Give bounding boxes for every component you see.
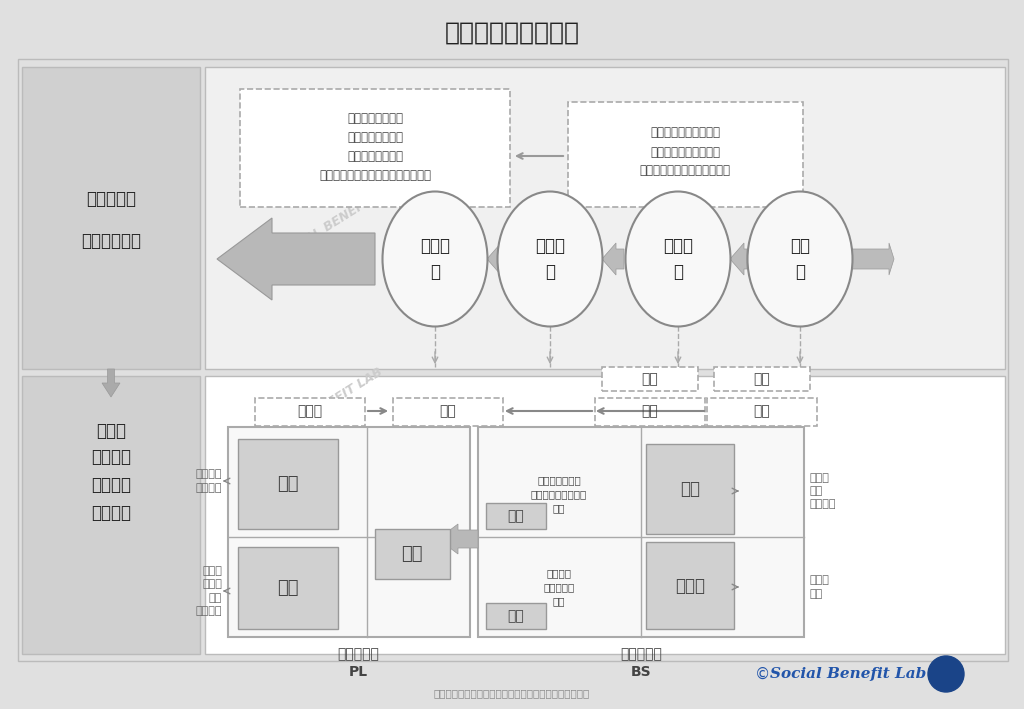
Text: 貸す
人: 貸す 人 [790,237,810,281]
Text: 資金の: 資金の [96,422,126,440]
Text: 貸借対照表
BS: 貸借対照表 BS [621,647,662,679]
Text: 顧客: 顧客 [439,404,457,418]
Text: 収益: 収益 [401,545,423,563]
Text: 支払う
人: 支払う 人 [535,237,565,281]
FancyBboxPatch shape [602,367,698,391]
FancyBboxPatch shape [240,89,510,207]
FancyBboxPatch shape [22,67,200,369]
FancyBboxPatch shape [486,503,546,529]
Text: 利益: 利益 [278,475,299,493]
Text: 製造設備
土地・建物
など: 製造設備 土地・建物 など [544,568,574,606]
FancyBboxPatch shape [486,603,546,629]
FancyBboxPatch shape [22,376,200,654]
FancyArrow shape [217,218,375,300]
FancyBboxPatch shape [646,444,734,534]
Text: SOCIAL BENEFIT LAB: SOCIAL BENEFIT LAB [274,175,406,263]
Text: 仕入先
従業員
銀行
社債権者: 仕入先 従業員 銀行 社債権者 [196,566,222,616]
FancyArrow shape [602,243,624,275]
FancyBboxPatch shape [238,547,338,629]
FancyBboxPatch shape [205,67,1005,369]
Text: 受取る
人: 受取る 人 [420,237,450,281]
Text: 事業を始めるために、
お金を貸してもらい、
借りたお金で商品を創ります: 事業を始めるために、 お金を貸してもらい、 借りたお金で商品を創ります [640,126,730,177]
Text: 「右から左」: 「右から左」 [81,232,141,250]
FancyBboxPatch shape [255,398,365,426]
Text: 貸方: 貸方 [754,372,770,386]
FancyBboxPatch shape [478,427,804,637]
FancyBboxPatch shape [714,367,810,391]
FancyArrow shape [102,369,120,397]
Text: 資産: 資産 [508,509,524,523]
Text: 仕入先
銀行
社債権者: 仕入先 銀行 社債権者 [809,473,836,509]
Text: 資産: 資産 [508,609,524,623]
Text: 損益計算書
PL: 損益計算書 PL [337,647,379,679]
FancyBboxPatch shape [393,398,503,426]
FancyBboxPatch shape [205,376,1005,654]
FancyBboxPatch shape [18,59,1008,661]
Text: 費用: 費用 [278,579,299,597]
Text: 経営者
株主: 経営者 株主 [809,576,828,598]
FancyBboxPatch shape [646,542,734,629]
Text: 純資産: 純資産 [675,577,705,595]
Text: Social Benefit Lab: Social Benefit Lab [770,667,927,681]
FancyBboxPatch shape [707,398,817,426]
Text: 負債: 負債 [680,480,700,498]
Circle shape [928,656,964,692]
Text: 「調達」: 「調達」 [91,448,131,466]
Ellipse shape [498,191,602,327]
FancyArrow shape [487,243,501,275]
Text: 商品を販売して、
受取った代金を、
協力者に分配し、
残りを自分の利益として計上します: 商品を販売して、 受取った代金を、 協力者に分配し、 残りを自分の利益として計上… [319,112,431,182]
FancyBboxPatch shape [228,427,470,637]
Text: この画像を改変、転載する場合はお問い合わせください: この画像を改変、転載する場合はお問い合わせください [434,688,590,698]
Text: 原材料・仕掛品
商品・現金・売掛金
など: 原材料・仕掛品 商品・現金・売掛金 など [530,475,587,513]
FancyArrow shape [730,243,746,275]
Text: お金の流れ: お金の流れ [86,190,136,208]
FancyBboxPatch shape [595,398,705,426]
Text: 「投資」: 「投資」 [91,476,131,494]
FancyBboxPatch shape [568,102,803,207]
FancyBboxPatch shape [238,439,338,529]
Text: 調達: 調達 [754,404,770,418]
Text: 投資: 投資 [642,404,658,418]
Text: ©: © [755,666,770,681]
Text: 借方: 借方 [642,372,658,386]
Text: 協力者: 協力者 [297,404,323,418]
Text: 簿記上のお金の流れ: 簿記上のお金の流れ [444,21,580,45]
FancyArrow shape [438,524,478,554]
Text: 会社利益
株主配当: 会社利益 株主配当 [196,469,222,493]
Ellipse shape [748,191,853,327]
Text: 「分配」: 「分配」 [91,504,131,522]
FancyBboxPatch shape [375,529,450,579]
Ellipse shape [383,191,487,327]
Text: SOCIAL BENEFIT LAB: SOCIAL BENEFIT LAB [255,365,385,453]
Ellipse shape [626,191,730,327]
Text: 借りる
人: 借りる 人 [663,237,693,281]
FancyArrow shape [852,243,894,275]
